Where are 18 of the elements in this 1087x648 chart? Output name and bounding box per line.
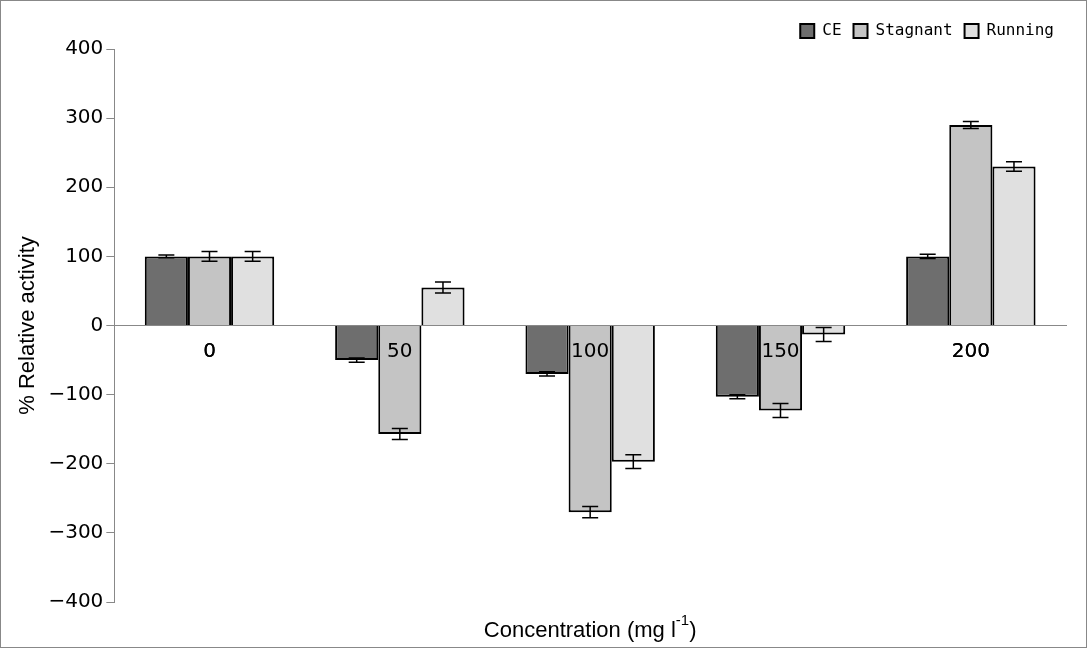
y-tick-label: 400 [65,35,104,60]
y-tick-label: −200 [48,449,104,474]
x-tick-label: 50 [387,337,413,362]
legend-label: Running [986,20,1055,40]
x-tick-label: 0 [203,337,216,362]
x-tick-label: 150 [761,337,800,362]
y-tick-label: −100 [48,380,104,405]
x-tick-label: 100 [571,337,610,362]
y-tick-label: 100 [65,242,104,267]
legend-label: CE [822,20,842,40]
y-tick-label: −400 [48,588,104,613]
y-tick-label: 200 [65,173,104,198]
y-tick-label: 300 [65,104,104,129]
y-tick-label: 0 [90,311,104,336]
y-axis-title: % Relative activity [14,236,40,415]
y-tick-label: −300 [48,519,104,544]
x-tick-label: 200 [951,337,990,362]
legend-label: Stagnant [875,20,953,40]
